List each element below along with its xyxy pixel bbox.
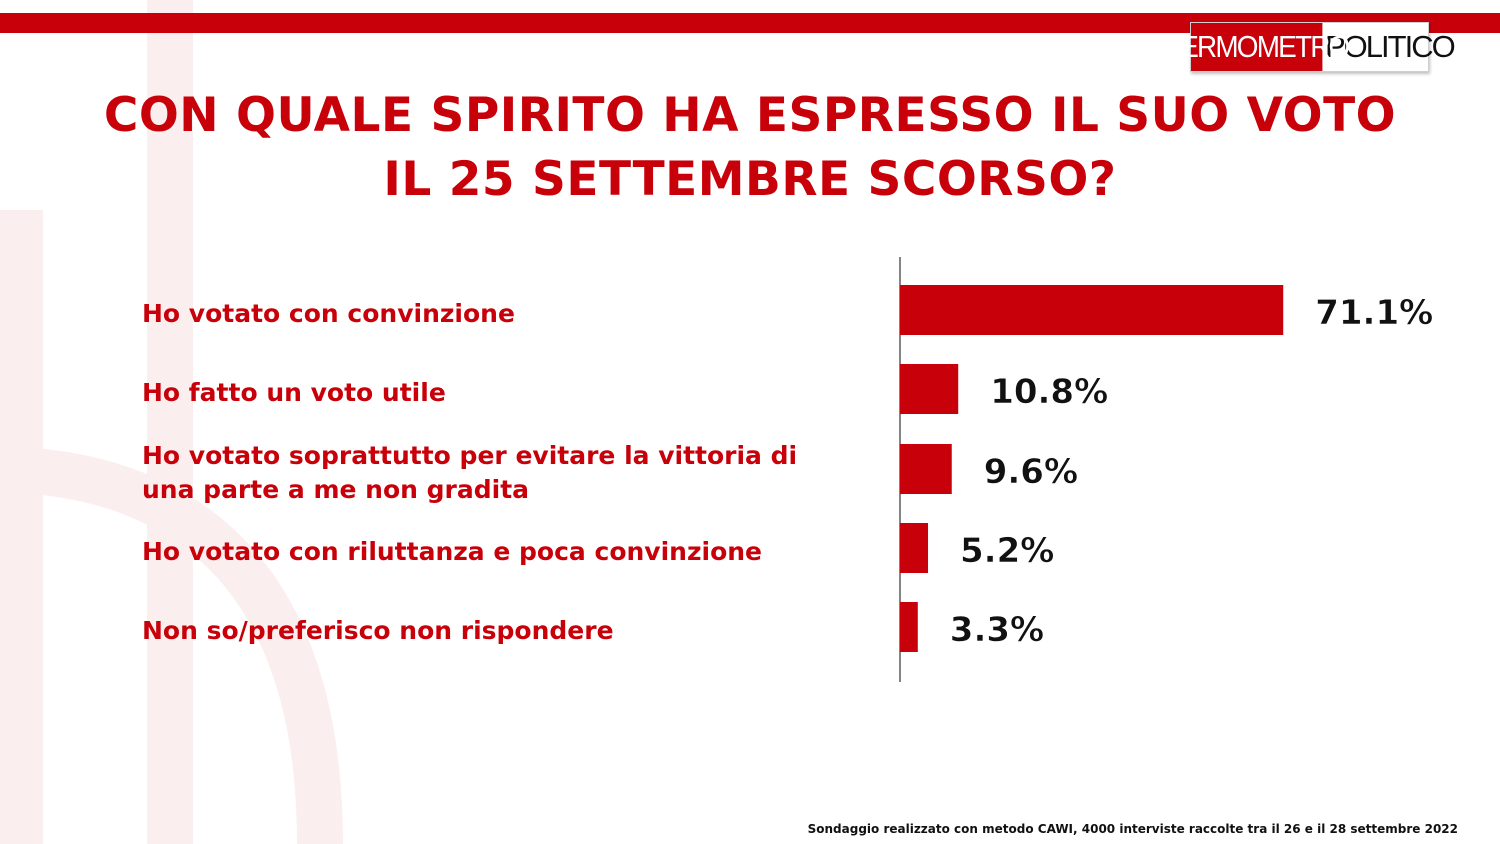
logo-part-white: POLITICO <box>1325 29 1456 64</box>
bar-5 <box>900 602 918 652</box>
category-label-4-line-1: Ho votato con riluttanza e poca convinzi… <box>142 537 763 566</box>
logo-part-red: TERMOMETRO <box>1165 23 1350 71</box>
value-label-3: 9.6% <box>984 452 1078 492</box>
value-label-1: 71.1% <box>1315 293 1433 333</box>
category-label-3: Ho votato soprattutto per evitare la vit… <box>142 439 862 507</box>
bar-1 <box>900 285 1284 335</box>
footnote: Sondaggio realizzato con metodo CAWI, 40… <box>807 822 1458 836</box>
category-label-5-line-1: Non so/preferisco non rispondere <box>142 616 614 645</box>
category-label-4: Ho votato con riluttanza e poca convinzi… <box>142 535 862 569</box>
value-label-4: 5.2% <box>960 531 1054 571</box>
top-red-band <box>0 13 1500 33</box>
bar-3 <box>900 444 952 494</box>
category-label-5: Non so/preferisco non rispondere <box>142 614 862 648</box>
category-label-3-line-1: Ho votato soprattutto per evitare la vit… <box>142 441 798 470</box>
value-label-5: 3.3% <box>950 610 1044 650</box>
value-label-2: 10.8% <box>990 372 1108 412</box>
bar-2 <box>900 364 959 414</box>
category-label-3-line-2: una parte a me non gradita <box>142 475 530 504</box>
title-line-2: IL 25 SETTEMBRE SCORSO? <box>383 152 1117 207</box>
category-label-1-line-1: Ho votato con convinzione <box>142 299 515 328</box>
page-title: CON QUALE SPIRITO HA ESPRESSO IL SUO VOT… <box>0 84 1500 212</box>
termometro-politico-logo: TERMOMETRO POLITICO <box>1165 22 1456 72</box>
title-line-1: CON QUALE SPIRITO HA ESPRESSO IL SUO VOT… <box>103 88 1397 143</box>
bar-4 <box>900 523 929 573</box>
category-label-2: Ho fatto un voto utile <box>142 376 862 410</box>
category-label-2-line-1: Ho fatto un voto utile <box>142 378 446 407</box>
category-label-1: Ho votato con convinzione <box>142 297 862 331</box>
